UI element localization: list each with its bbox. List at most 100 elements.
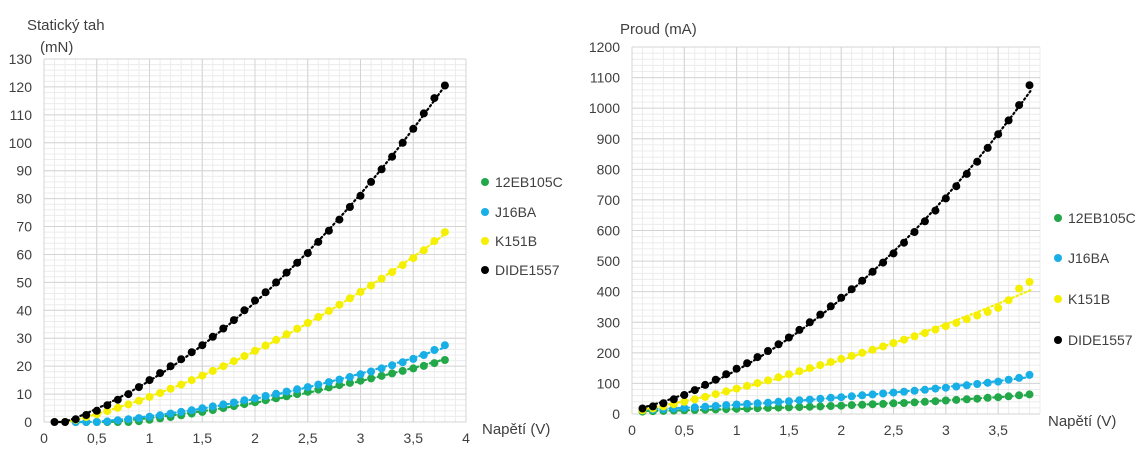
data-point <box>219 324 228 333</box>
legend-label: DIDE1557 <box>495 262 560 278</box>
data-point <box>994 393 1003 402</box>
data-point <box>774 403 783 412</box>
trendline <box>53 81 449 424</box>
data-point <box>994 303 1003 312</box>
data-point <box>124 390 133 399</box>
data-point <box>345 378 354 387</box>
x-tick-label: 0 <box>628 422 636 438</box>
data-point <box>166 362 175 371</box>
data-point <box>335 300 344 309</box>
data-point <box>837 393 846 402</box>
data-point <box>826 393 835 402</box>
data-point <box>994 130 1003 139</box>
data-point <box>314 237 323 246</box>
data-point <box>889 399 898 408</box>
data-point <box>805 395 814 404</box>
data-point <box>816 394 825 403</box>
series-12EB105C <box>638 390 1034 416</box>
data-point <box>156 369 165 378</box>
data-point <box>1004 392 1013 401</box>
data-point <box>398 358 407 367</box>
x-tick-label: 2,5 <box>884 422 904 438</box>
x-tick-label: 0,5 <box>675 422 695 438</box>
grid <box>631 46 1041 415</box>
y-tick-label: 0 <box>24 414 32 430</box>
data-point <box>229 398 238 407</box>
data-point <box>847 392 856 401</box>
data-point <box>377 165 386 174</box>
data-point <box>868 400 877 409</box>
data-point <box>272 335 281 344</box>
x-tick-label: 3,5 <box>988 422 1008 438</box>
x-tick-label: 1,5 <box>779 422 799 438</box>
legend-marker <box>481 237 489 245</box>
data-point <box>826 402 835 410</box>
data-point <box>409 124 418 133</box>
data-point <box>784 397 793 406</box>
data-point <box>92 406 101 415</box>
legend-label: J16BA <box>1068 250 1110 266</box>
data-point <box>795 367 804 376</box>
data-point <box>920 217 929 226</box>
data-point <box>145 392 154 401</box>
data-point <box>419 361 428 370</box>
data-point <box>156 389 165 397</box>
legend-label: K151B <box>1068 291 1110 307</box>
y-tick-label: 0 <box>612 406 620 422</box>
data-point <box>219 362 228 371</box>
data-point <box>753 399 762 408</box>
data-point <box>973 394 982 403</box>
data-point <box>690 386 699 395</box>
legend-label: K151B <box>495 233 537 249</box>
data-point <box>858 391 867 400</box>
data-point <box>293 258 302 267</box>
y-tick-label: 60 <box>16 246 32 262</box>
data-point <box>356 376 365 385</box>
data-point <box>430 94 439 103</box>
data-point <box>941 322 950 331</box>
data-point <box>367 177 376 186</box>
data-point <box>208 332 217 341</box>
data-point <box>879 399 888 408</box>
data-point <box>952 382 961 391</box>
y-tick-label: 100 <box>9 135 33 151</box>
data-point <box>356 287 365 296</box>
data-point <box>858 400 867 409</box>
data-point <box>941 383 950 392</box>
legend-label: 12EB105C <box>495 174 563 190</box>
data-point <box>113 416 122 425</box>
data-point <box>722 370 731 379</box>
x-tick-label: 3,5 <box>404 430 424 446</box>
y-tick-label: 130 <box>9 51 33 67</box>
y-tick-label: 30 <box>16 330 32 346</box>
data-point <box>113 395 122 404</box>
legend-label: DIDE1557 <box>1068 332 1133 348</box>
data-point <box>900 387 908 396</box>
data-point <box>303 383 312 392</box>
data-point <box>293 324 302 333</box>
data-point <box>103 417 112 426</box>
data-point <box>941 396 950 405</box>
data-point <box>952 182 961 191</box>
data-point <box>920 329 929 337</box>
data-point <box>124 400 133 409</box>
y-axis-title: Statický tah <box>27 17 105 34</box>
data-point <box>837 293 846 302</box>
data-point <box>356 370 365 379</box>
data-point <box>261 392 270 400</box>
y-tick-label: 1200 <box>589 39 620 55</box>
data-point <box>398 366 407 375</box>
data-point <box>910 398 919 407</box>
x-tick-label: 4 <box>462 430 470 446</box>
data-point <box>994 377 1003 386</box>
data-point <box>335 375 344 384</box>
data-point <box>973 380 982 388</box>
data-point <box>335 381 344 390</box>
data-point <box>816 361 825 370</box>
data-point <box>743 381 752 390</box>
data-point <box>1025 81 1034 90</box>
data-point <box>409 354 418 363</box>
data-point <box>805 318 814 327</box>
current-chart: 0 0,5 1 1,5 2 2,5 3 3,5 0 100 200 300 400 500 600 700 80… <box>589 21 1136 438</box>
y-tick-label: 1100 <box>590 70 620 86</box>
